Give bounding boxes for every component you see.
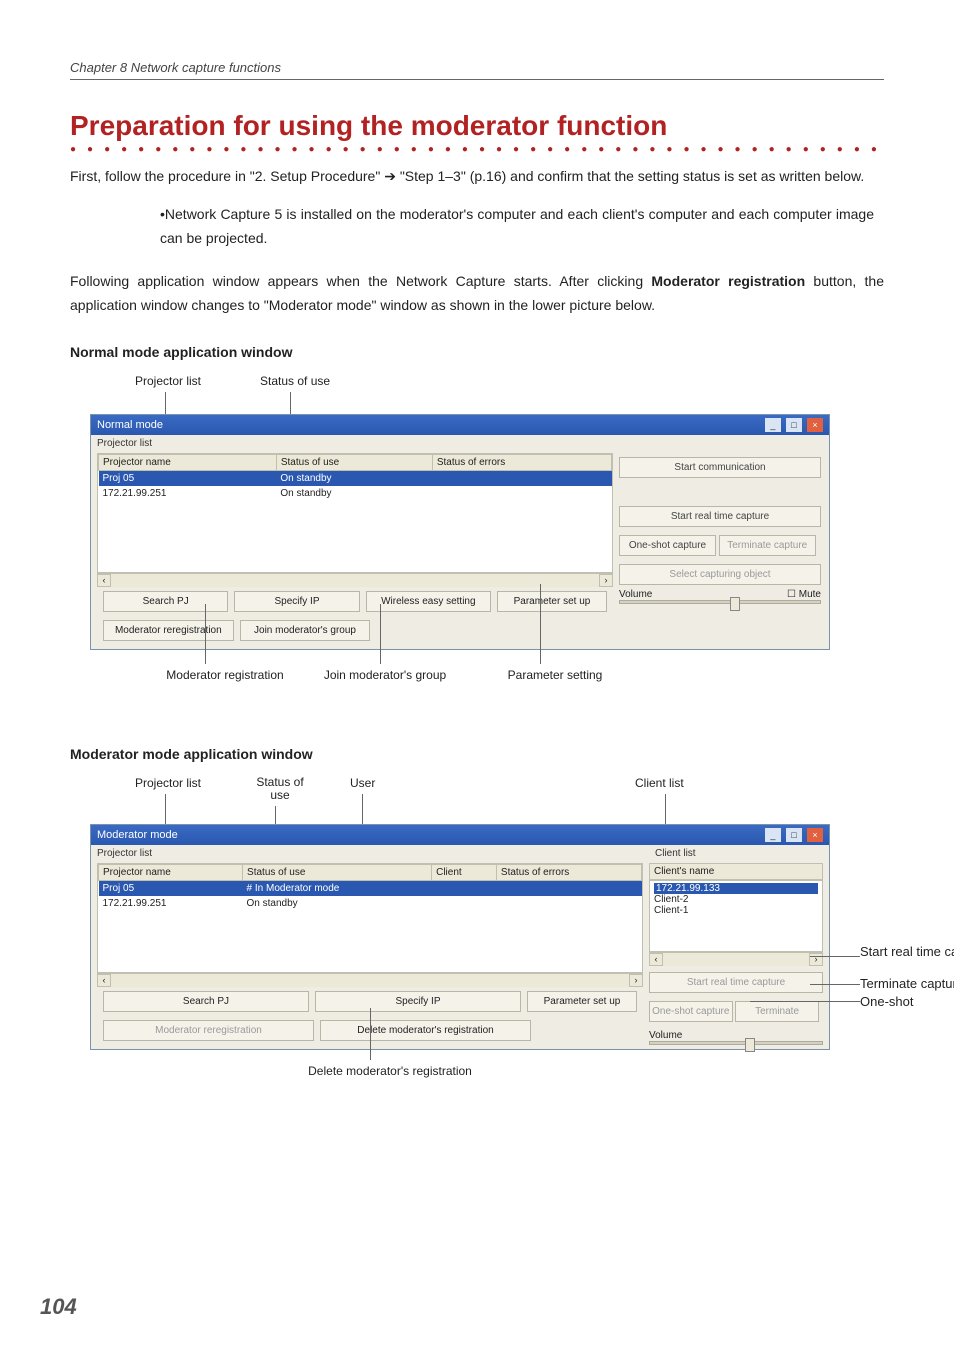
system-buttons[interactable]: _ □ × (763, 418, 823, 432)
chapter-header: Chapter 8 Network capture functions (70, 60, 884, 80)
client-scrollbar[interactable]: ‹› (649, 952, 823, 966)
start-communication-button[interactable]: Start communication (619, 457, 821, 478)
projector-table[interactable]: Projector name Status of use Status of e… (98, 454, 612, 501)
one-shot-capture-button[interactable]: One-shot capture (619, 535, 716, 556)
normal-mode-window: Normal mode _ □ × Projector list Project… (90, 414, 830, 650)
scroll-left-icon[interactable]: ‹ (97, 974, 111, 987)
system-buttons[interactable]: _ □ × (763, 828, 823, 842)
volume-label: Volume (649, 1030, 682, 1041)
after-bullet-paragraph: Following application window appears whe… (70, 270, 884, 318)
list-item[interactable]: Client-2 (654, 894, 818, 905)
scroll-right-icon[interactable]: › (629, 974, 643, 987)
col-client-name[interactable]: Client's name (650, 863, 823, 879)
close-icon[interactable]: × (807, 828, 823, 842)
label-status-of-use: Status of use (245, 776, 315, 802)
parameter-setup-button[interactable]: Parameter set up (527, 991, 637, 1012)
bullet-text: •Network Capture 5 is installed on the m… (70, 203, 884, 251)
list-item[interactable]: Client-1 (654, 905, 818, 916)
search-pj-button[interactable]: Search PJ (103, 991, 309, 1012)
label-projector-list: Projector list (135, 776, 201, 790)
table-row[interactable]: Proj 05 On standby (99, 470, 612, 486)
start-realtime-capture-button[interactable]: Start real time capture (649, 972, 823, 993)
maximize-icon[interactable]: □ (786, 418, 802, 432)
volume-slider[interactable] (649, 1041, 823, 1045)
label-projector-list: Projector list (135, 374, 201, 388)
mute-checkbox-label[interactable]: Mute (799, 589, 821, 600)
terminate-capture-button[interactable]: Terminate capture (719, 535, 816, 556)
projector-table[interactable]: Projector name Status of use Client Stat… (98, 864, 642, 911)
titlebar[interactable]: Normal mode _ □ × (91, 415, 829, 435)
specify-ip-button[interactable]: Specify IP (315, 991, 521, 1012)
moderator-registration-button[interactable]: Moderator reregistration (103, 1020, 314, 1041)
horizontal-scrollbar[interactable]: ‹› (97, 573, 613, 587)
callout-delete-moderator: Delete moderator's registration (280, 1064, 500, 1080)
close-icon[interactable]: × (807, 418, 823, 432)
volume-label: Volume (619, 589, 652, 600)
side-label-start-real: Start real time capture (860, 944, 954, 959)
horizontal-scrollbar[interactable]: ‹› (97, 973, 643, 987)
window-title: Moderator mode (97, 829, 178, 841)
decorative-dots: ●●●●●●●●●●●●●●●●●●●●●●●●●●●●●●●●●●●●●●●●… (70, 144, 884, 155)
scroll-right-icon[interactable]: › (599, 574, 613, 587)
client-list-box[interactable]: 172.21.99.133 Client-2 Client-1 (649, 880, 823, 952)
client-list-label: Client list (649, 845, 829, 859)
search-pj-button[interactable]: Search PJ (103, 591, 228, 612)
specify-ip-button[interactable]: Specify IP (234, 591, 359, 612)
intro-paragraph: First, follow the procedure in "2. Setup… (70, 165, 884, 189)
titlebar[interactable]: Moderator mode _ □ × (91, 825, 829, 845)
table-row[interactable]: Proj 05 # In Moderator mode (99, 880, 642, 896)
col-status-errors[interactable]: Status of errors (432, 454, 611, 470)
scroll-left-icon[interactable]: ‹ (97, 574, 111, 587)
callout-parameter-setting: Parameter setting (480, 668, 630, 684)
parameter-setup-button[interactable]: Parameter set up (497, 591, 607, 612)
projector-list-label: Projector list (91, 435, 829, 449)
start-realtime-capture-button[interactable]: Start real time capture (619, 506, 821, 527)
normal-mode-heading: Normal mode application window (70, 344, 884, 360)
scroll-left-icon[interactable]: ‹ (649, 953, 663, 966)
list-item[interactable]: 172.21.99.133 (654, 883, 818, 894)
col-projector-name[interactable]: Projector name (99, 454, 277, 470)
select-capturing-object-button[interactable]: Select capturing object (619, 564, 821, 585)
col-status-errors[interactable]: Status of errors (496, 864, 641, 880)
moderator-registration-button[interactable]: Moderator reregistration (103, 620, 234, 641)
col-status-of-use[interactable]: Status of use (276, 454, 432, 470)
side-label-one-shot: One-shot (860, 994, 954, 1009)
join-moderator-group-button[interactable]: Join moderator's group (240, 620, 371, 641)
delete-moderator-registration-button[interactable]: Delete moderator's registration (320, 1020, 531, 1041)
projector-list-label: Projector list (91, 845, 649, 859)
minimize-icon[interactable]: _ (765, 418, 781, 432)
window-title: Normal mode (97, 419, 163, 431)
one-shot-capture-button[interactable]: One-shot capture (649, 1001, 733, 1022)
col-projector-name[interactable]: Projector name (99, 864, 243, 880)
terminate-button[interactable]: Terminate (735, 1001, 819, 1022)
col-status-of-use[interactable]: Status of use (243, 864, 432, 880)
callout-moderator-registration: Moderator registration (150, 668, 300, 684)
moderator-mode-window: Moderator mode _ □ × Projector list Clie… (90, 824, 830, 1050)
minimize-icon[interactable]: _ (765, 828, 781, 842)
label-user: User (350, 776, 375, 790)
moderator-mode-heading: Moderator mode application window (70, 746, 884, 762)
wireless-easy-button[interactable]: Wireless easy setting (366, 591, 491, 612)
volume-slider[interactable] (619, 600, 821, 604)
table-row[interactable]: 172.21.99.251 On standby (99, 486, 612, 501)
side-label-terminate: Terminate capture (860, 976, 954, 991)
maximize-icon[interactable]: □ (786, 828, 802, 842)
callout-join-group: Join moderator's group (310, 668, 460, 684)
table-row[interactable]: 172.21.99.251 On standby (99, 896, 642, 911)
page-number: 104 (40, 1294, 77, 1320)
label-client-list: Client list (635, 776, 684, 790)
label-status-of-use: Status of use (260, 374, 330, 388)
col-client[interactable]: Client (432, 864, 497, 880)
main-heading: Preparation for using the moderator func… (70, 110, 884, 142)
scroll-right-icon[interactable]: › (809, 953, 823, 966)
